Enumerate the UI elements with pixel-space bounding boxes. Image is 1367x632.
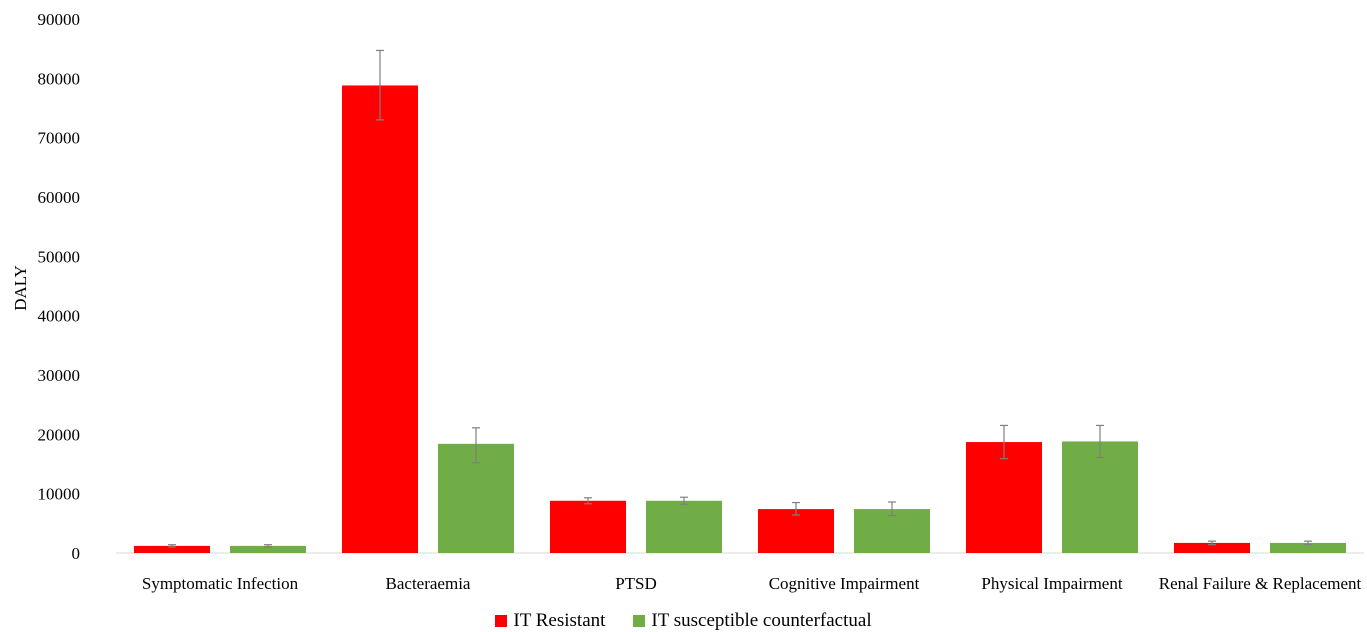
bars-group: [134, 85, 1346, 553]
bar-resistant: [1174, 542, 1250, 553]
bar-susceptible: [646, 500, 722, 553]
bar-resistant: [550, 500, 626, 553]
error-bars-group: [168, 49, 1312, 548]
y-tick-label: 80000: [38, 69, 81, 88]
legend-label-resistant: IT Resistant: [513, 610, 606, 631]
x-tick-label: Cognitive Impairment: [769, 574, 920, 593]
x-tick-label: Renal Failure & Replacement: [1159, 574, 1362, 593]
bar-susceptible: [1270, 542, 1346, 553]
y-tick-label: 70000: [38, 129, 81, 148]
x-axis-ticks: Symptomatic Infection Bacteraemia PTSD Cogn…: [142, 574, 1362, 593]
x-tick-label: Bacteraemia: [386, 574, 471, 593]
x-tick-label: Symptomatic Infection: [142, 574, 299, 593]
legend-item-susceptible: IT susceptible counterfactual: [633, 610, 872, 632]
legend-swatch-resistant: [495, 615, 508, 627]
bar-resistant: [966, 442, 1042, 553]
y-axis-label: DALY: [11, 265, 30, 311]
y-tick-label: 0: [72, 544, 81, 563]
x-tick-label: PTSD: [615, 574, 657, 593]
y-tick-label: 90000: [38, 10, 81, 29]
bar-resistant: [342, 85, 418, 553]
bar-resistant: [134, 545, 210, 553]
y-tick-label: 60000: [38, 188, 81, 207]
y-tick-label: 10000: [38, 485, 81, 504]
legend-label-susceptible: IT susceptible counterfactual: [651, 610, 872, 631]
bar-susceptible: [854, 509, 930, 553]
y-axis-ticks: 0 10000 20000 30000 40000 50000 60000 70000 8000…: [38, 10, 81, 563]
y-tick-label: 50000: [38, 247, 81, 266]
bar-resistant: [758, 509, 834, 553]
y-tick-label: 40000: [38, 307, 81, 326]
bar-susceptible: [1062, 441, 1138, 553]
legend: IT Resistant IT susceptible counterfactu…: [0, 610, 1367, 632]
x-tick-label: Physical Impairment: [981, 574, 1122, 593]
y-tick-label: 20000: [38, 425, 81, 444]
legend-item-resistant: IT Resistant: [495, 610, 605, 632]
bar-susceptible: [230, 545, 306, 553]
y-tick-label: 30000: [38, 366, 81, 385]
legend-swatch-susceptible: [633, 615, 646, 627]
